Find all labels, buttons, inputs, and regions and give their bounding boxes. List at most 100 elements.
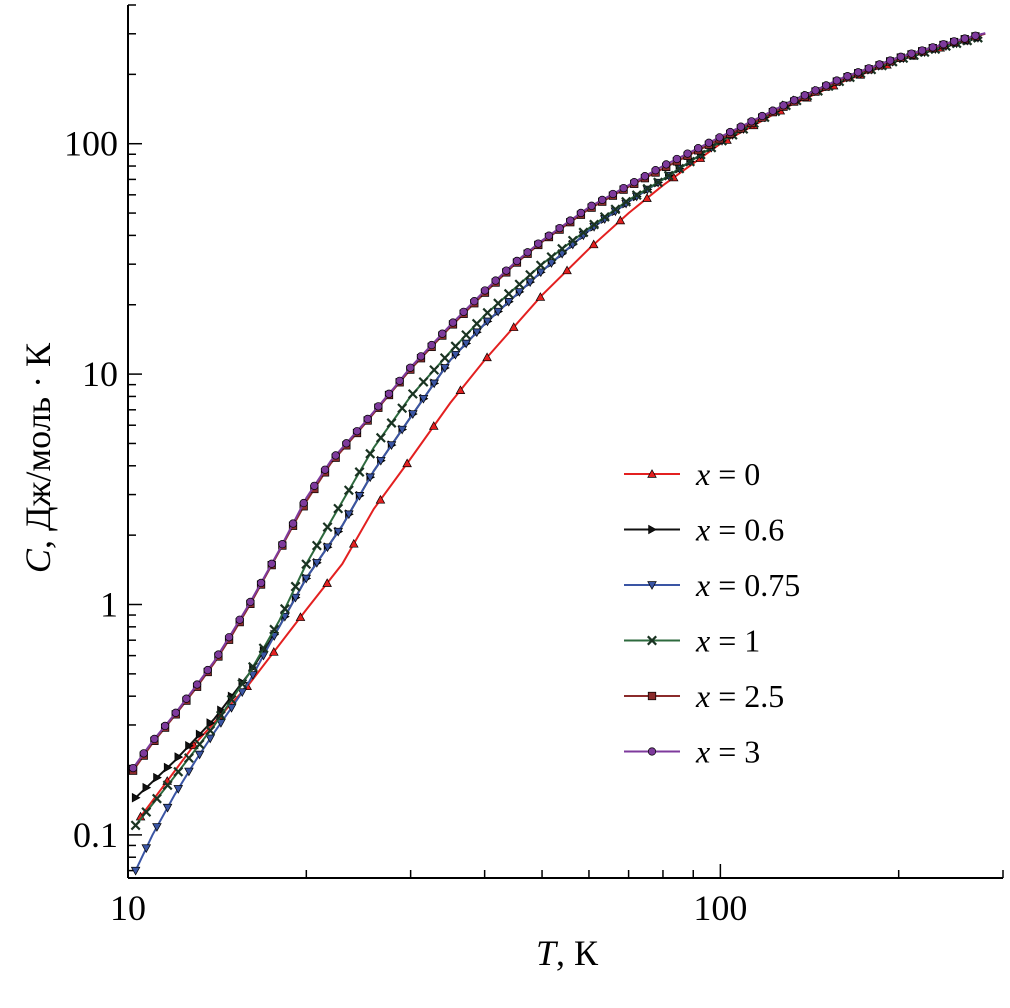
- data-point: [514, 279, 525, 290]
- data-point: [470, 297, 479, 306]
- data-point: [279, 603, 290, 614]
- data-point: [535, 260, 546, 271]
- data-point: [269, 624, 280, 635]
- data-point: [875, 60, 884, 69]
- data-point: [301, 559, 312, 570]
- data-point: [173, 785, 184, 794]
- legend-item: x = 2.5: [624, 678, 784, 714]
- legend-label-rest: = 0.6: [710, 512, 784, 548]
- data-point: [439, 352, 450, 363]
- data-point: [459, 307, 468, 316]
- data-point: [301, 574, 312, 584]
- legend-label-rest: = 0: [710, 456, 760, 492]
- data-point: [354, 492, 365, 501]
- data-point: [406, 363, 415, 372]
- data-point: [310, 481, 319, 490]
- data-point: [642, 193, 652, 202]
- data-point: [438, 329, 447, 338]
- data-point: [896, 52, 905, 61]
- legend-label-rest: = 3: [710, 734, 760, 770]
- legend-label: x = 1: [695, 623, 760, 659]
- data-point: [429, 379, 439, 389]
- data-point: [195, 729, 205, 740]
- data-point: [163, 762, 173, 773]
- data-point: [832, 76, 841, 85]
- data-point: [578, 227, 589, 238]
- series-4: [128, 32, 986, 775]
- data-point: [365, 473, 375, 483]
- y-axis-label: C, Дж/моль · К: [18, 342, 58, 573]
- data-point: [288, 519, 298, 528]
- legend-label: x = 3: [695, 734, 760, 770]
- data-point: [864, 64, 873, 73]
- data-point: [546, 251, 557, 262]
- data-point: [440, 364, 450, 373]
- legend-label-var: x: [695, 512, 710, 548]
- legend-label: x = 0.75: [695, 567, 800, 603]
- axes: [127, 4, 1004, 879]
- data-point: [226, 704, 237, 713]
- y-tick-label: 0.1: [73, 815, 118, 855]
- data-point: [151, 793, 162, 804]
- data-point: [349, 538, 359, 548]
- data-point: [333, 503, 344, 514]
- y-tick-label: 10: [82, 354, 118, 394]
- data-point: [621, 196, 632, 207]
- data-point: [173, 766, 184, 777]
- data-point: [599, 211, 610, 222]
- legend-label-rest: = 0.75: [710, 567, 800, 603]
- series-line: [134, 36, 981, 827]
- data-point: [142, 782, 152, 793]
- data-point: [576, 208, 586, 218]
- data-point: [386, 418, 397, 428]
- data-point: [333, 527, 343, 537]
- data-point: [216, 719, 226, 728]
- data-point: [768, 106, 777, 115]
- data-point: [631, 190, 642, 201]
- data-point: [854, 68, 863, 77]
- data-point: [608, 189, 618, 199]
- legend-label-var: x: [695, 678, 710, 714]
- data-point: [139, 749, 148, 758]
- data-point: [455, 385, 466, 394]
- data-point: [949, 37, 959, 46]
- data-point: [247, 661, 258, 672]
- data-point: [344, 510, 354, 520]
- data-point: [647, 635, 657, 646]
- legend-label-var: x: [695, 456, 710, 492]
- data-point: [640, 172, 650, 181]
- legend-item: x = 0: [624, 456, 760, 492]
- data-point: [546, 259, 557, 268]
- data-point: [647, 469, 657, 478]
- data-point: [184, 767, 194, 777]
- data-point: [907, 49, 916, 58]
- data-point: [663, 170, 674, 181]
- data-point: [480, 286, 490, 295]
- data-point: [363, 414, 372, 424]
- data-point: [215, 710, 226, 721]
- x-tick-label: 10: [110, 888, 146, 928]
- data-point: [429, 364, 440, 375]
- data-point: [237, 688, 248, 697]
- data-point: [217, 705, 226, 716]
- data-point: [183, 753, 194, 763]
- data-point: [205, 734, 216, 744]
- data-point: [256, 578, 266, 588]
- data-point: [672, 154, 682, 164]
- y-axis-label-var: C: [18, 548, 58, 573]
- data-point: [203, 665, 212, 675]
- data-point: [555, 223, 564, 233]
- data-point: [525, 269, 536, 280]
- data-point: [726, 127, 735, 137]
- data-point: [508, 322, 519, 331]
- data-point: [512, 256, 522, 266]
- data-point: [610, 204, 621, 215]
- data-point: [395, 376, 404, 385]
- data-point: [354, 467, 365, 477]
- data-point: [589, 219, 600, 230]
- series-5: [128, 31, 986, 773]
- data-point: [427, 340, 436, 350]
- y-tick-label: 1: [100, 585, 118, 625]
- data-point: [152, 823, 162, 832]
